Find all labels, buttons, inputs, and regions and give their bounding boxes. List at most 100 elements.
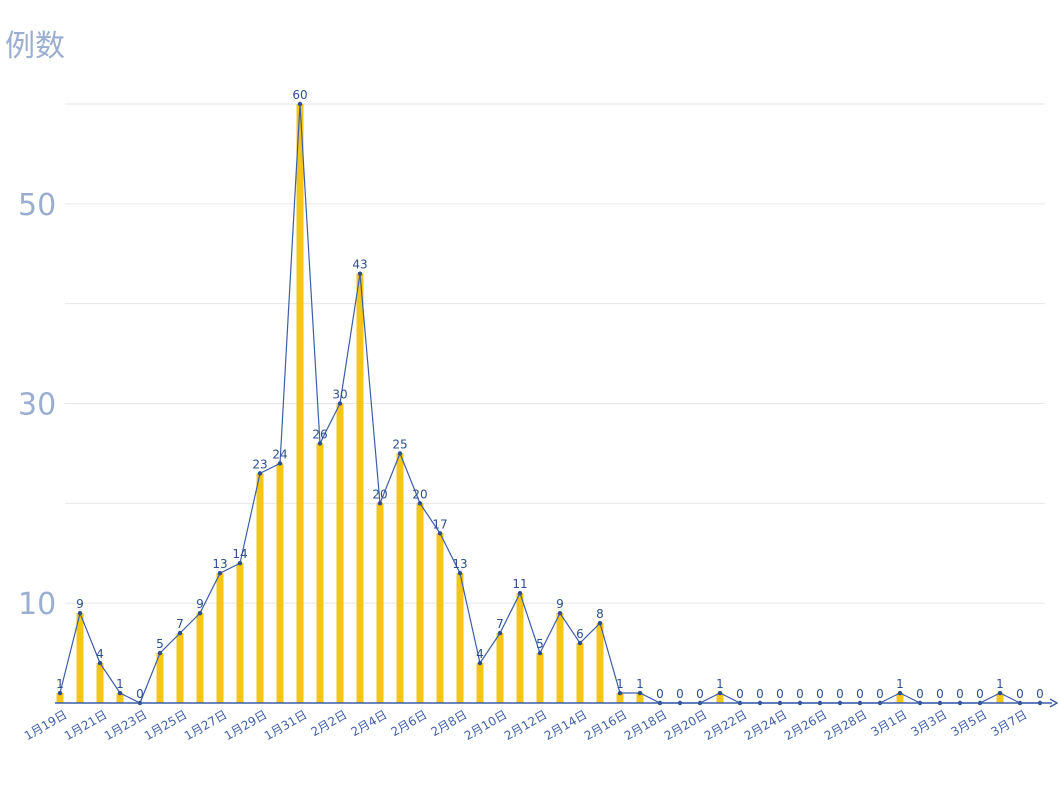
line-point [717, 690, 723, 696]
bar [196, 613, 204, 703]
x-tick-label: 2月28日 [822, 707, 870, 743]
data-label: 0 [976, 687, 984, 701]
bar [516, 593, 524, 703]
data-labels: 1941057913142324602630432025201713471159… [56, 88, 1044, 701]
data-label: 0 [736, 687, 744, 701]
data-label: 0 [1016, 687, 1024, 701]
x-tick-label: 2月12日 [502, 707, 550, 743]
x-tick-label: 2月10日 [462, 707, 510, 743]
x-tick-label: 1月21日 [62, 707, 110, 743]
data-label: 0 [776, 687, 784, 701]
data-label: 7 [496, 617, 504, 631]
x-tick-label: 1月27日 [182, 707, 230, 743]
line-point [217, 571, 223, 576]
data-label: 9 [556, 597, 564, 611]
data-label: 26 [312, 427, 327, 441]
x-tick-label: 2月24日 [742, 707, 790, 743]
bar [176, 633, 184, 703]
x-tick-label: 1月29日 [222, 707, 270, 743]
line-point [437, 531, 443, 536]
x-tick-label: 2月14日 [542, 707, 590, 743]
data-label: 17 [432, 517, 447, 531]
line-point [897, 690, 903, 696]
line-point [357, 271, 363, 276]
x-tick-label: 1月25日 [142, 707, 190, 743]
line-point [577, 640, 583, 646]
x-tick-labels: 1月19日1月21日1月23日1月25日1月27日1月29日1月31日2月2日2… [22, 707, 1030, 743]
data-label: 9 [76, 597, 84, 611]
data-label: 0 [856, 687, 864, 701]
bar [416, 503, 424, 703]
data-label: 60 [292, 88, 307, 102]
data-label: 20 [412, 487, 427, 501]
data-label: 0 [836, 687, 844, 701]
data-label: 8 [596, 607, 604, 621]
line-point [77, 610, 83, 616]
bar [76, 613, 84, 703]
line-point [177, 630, 183, 636]
line-point [637, 690, 643, 696]
bar [156, 653, 164, 703]
data-label: 1 [716, 677, 724, 691]
line-point [297, 101, 303, 107]
bar [996, 693, 1004, 703]
bar [256, 473, 264, 703]
data-label: 1 [636, 677, 644, 691]
bar [616, 693, 624, 703]
line-point [377, 501, 383, 506]
bar-series [56, 104, 1004, 703]
bar [356, 273, 364, 703]
bar [496, 633, 504, 703]
line-point [237, 561, 243, 566]
data-label: 1 [56, 677, 64, 691]
data-label: 4 [476, 647, 484, 661]
data-label: 9 [196, 597, 204, 611]
data-label: 20 [372, 487, 387, 501]
line-point [597, 620, 603, 626]
bar [396, 453, 404, 703]
x-tick-label: 2月16日 [582, 707, 630, 743]
line-point [97, 660, 103, 666]
bar [116, 693, 124, 703]
data-label: 5 [536, 637, 544, 651]
data-label: 0 [916, 687, 924, 701]
data-label: 0 [796, 687, 804, 701]
data-label: 5 [156, 637, 164, 651]
data-label: 0 [696, 687, 704, 701]
bar [556, 613, 564, 703]
y-tick-label: 10 [18, 587, 56, 622]
line-point [617, 690, 623, 696]
x-axis-arrow-icon [1049, 698, 1058, 708]
line-point [517, 590, 523, 596]
bar [896, 693, 904, 703]
data-label: 0 [876, 687, 884, 701]
x-tick-label: 2月22日 [702, 707, 750, 743]
x-tick-label: 3月1日 [868, 707, 909, 739]
x-axis [55, 698, 1058, 708]
line-point [317, 441, 323, 446]
x-tick-label: 2月4日 [348, 707, 389, 739]
line-point [277, 461, 283, 466]
bar [296, 104, 304, 703]
line-point [57, 690, 63, 696]
data-label: 0 [936, 687, 944, 701]
data-label: 4 [96, 647, 104, 661]
data-label: 1 [996, 677, 1004, 691]
data-label: 6 [576, 627, 584, 641]
x-tick-label: 3月3日 [908, 707, 949, 739]
data-label: 0 [1036, 687, 1044, 701]
line-point [477, 660, 483, 666]
y-axis-title: 例数 [5, 29, 65, 64]
data-label: 0 [676, 687, 684, 701]
x-tick-label: 1月19日 [22, 707, 70, 743]
bar [576, 643, 584, 703]
data-label: 24 [272, 447, 287, 461]
data-label: 13 [452, 557, 467, 571]
line-point [117, 690, 123, 696]
data-label: 1 [896, 677, 904, 691]
x-tick-label: 2月20日 [662, 707, 710, 743]
x-tick-label: 1月23日 [102, 707, 150, 743]
x-tick-label: 3月7日 [988, 707, 1029, 739]
